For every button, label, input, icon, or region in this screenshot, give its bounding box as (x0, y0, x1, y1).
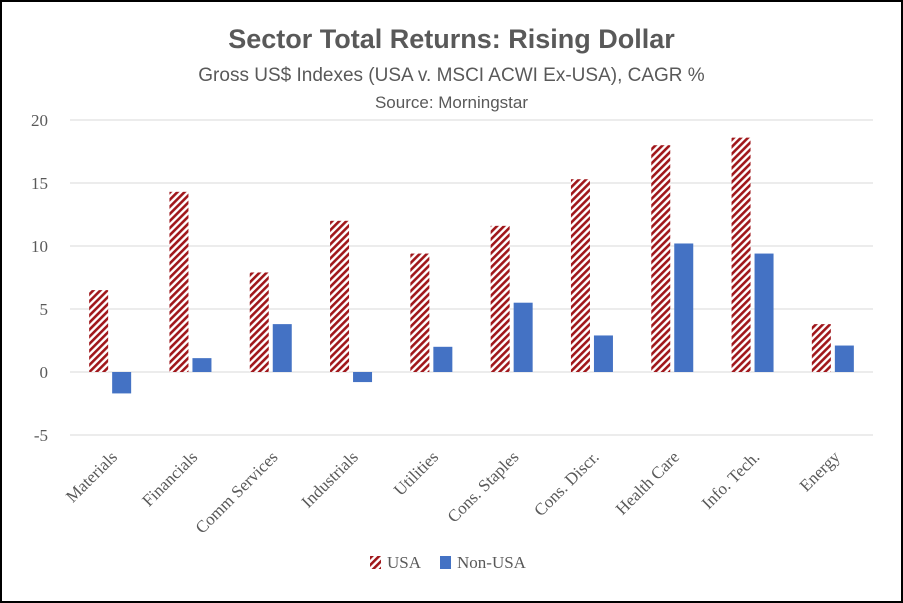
bar-usa-info-tech- (731, 137, 751, 372)
bar-usa-cons-discr- (570, 179, 590, 372)
y-tick-label: 0 (40, 363, 49, 382)
bar-non-usa-info-tech- (754, 253, 774, 372)
x-category-label: Info. Tech. (698, 447, 763, 512)
x-category-label: Health Care (612, 447, 683, 518)
y-tick-label: 5 (40, 300, 49, 319)
bar-non-usa-comm-services (272, 324, 292, 372)
y-tick-label: 15 (31, 174, 48, 193)
bar-usa-energy (811, 324, 831, 372)
legend-swatch-usa (370, 556, 381, 569)
bar-usa-materials (89, 290, 109, 372)
x-category-label: Financials (138, 447, 201, 510)
bar-usa-health-care (651, 145, 671, 372)
y-tick-label: 20 (31, 111, 48, 130)
bar-usa-financials (169, 191, 189, 372)
bar-usa-cons-staples (490, 225, 510, 372)
bar-usa-comm-services (249, 272, 269, 372)
bar-non-usa-energy (834, 345, 854, 372)
x-category-label: Comm Services (192, 447, 282, 537)
legend-label-non-usa: Non-USA (457, 553, 527, 572)
bar-non-usa-financials (192, 358, 212, 372)
bar-non-usa-materials (112, 372, 132, 394)
y-tick-label: 10 (31, 237, 48, 256)
bars (89, 137, 854, 394)
x-category-label: Energy (796, 447, 844, 495)
bar-non-usa-cons-staples (513, 302, 533, 372)
y-axis-ticks: 20 15 10 5 0 -5 (31, 111, 48, 445)
x-category-label: Cons. Staples (444, 447, 523, 526)
chart-subtitle: Gross US$ Indexes (USA v. MSCI ACWI Ex-U… (198, 65, 705, 86)
legend-label-usa: USA (387, 553, 422, 572)
bar-non-usa-utilities (433, 346, 453, 372)
bar-non-usa-health-care (674, 243, 694, 372)
chart-source: Source: Morningstar (374, 93, 529, 112)
y-tick-label: -5 (34, 426, 48, 445)
gridlines (70, 119, 873, 436)
x-category-label: Industrials (298, 447, 362, 511)
bar-usa-utilities (410, 253, 430, 372)
x-category-label: Materials (62, 447, 121, 506)
x-category-label: Utilities (390, 447, 442, 499)
bar-non-usa-cons-discr- (593, 335, 613, 372)
bar-usa-industrials (330, 220, 350, 372)
legend-swatch-non-usa (440, 556, 451, 569)
legend: USA Non-USA (370, 553, 527, 572)
chart-title: Sector Total Returns: Rising Dollar (228, 24, 675, 54)
x-category-label: Cons. Discr. (530, 447, 603, 520)
bar-non-usa-industrials (353, 372, 373, 383)
